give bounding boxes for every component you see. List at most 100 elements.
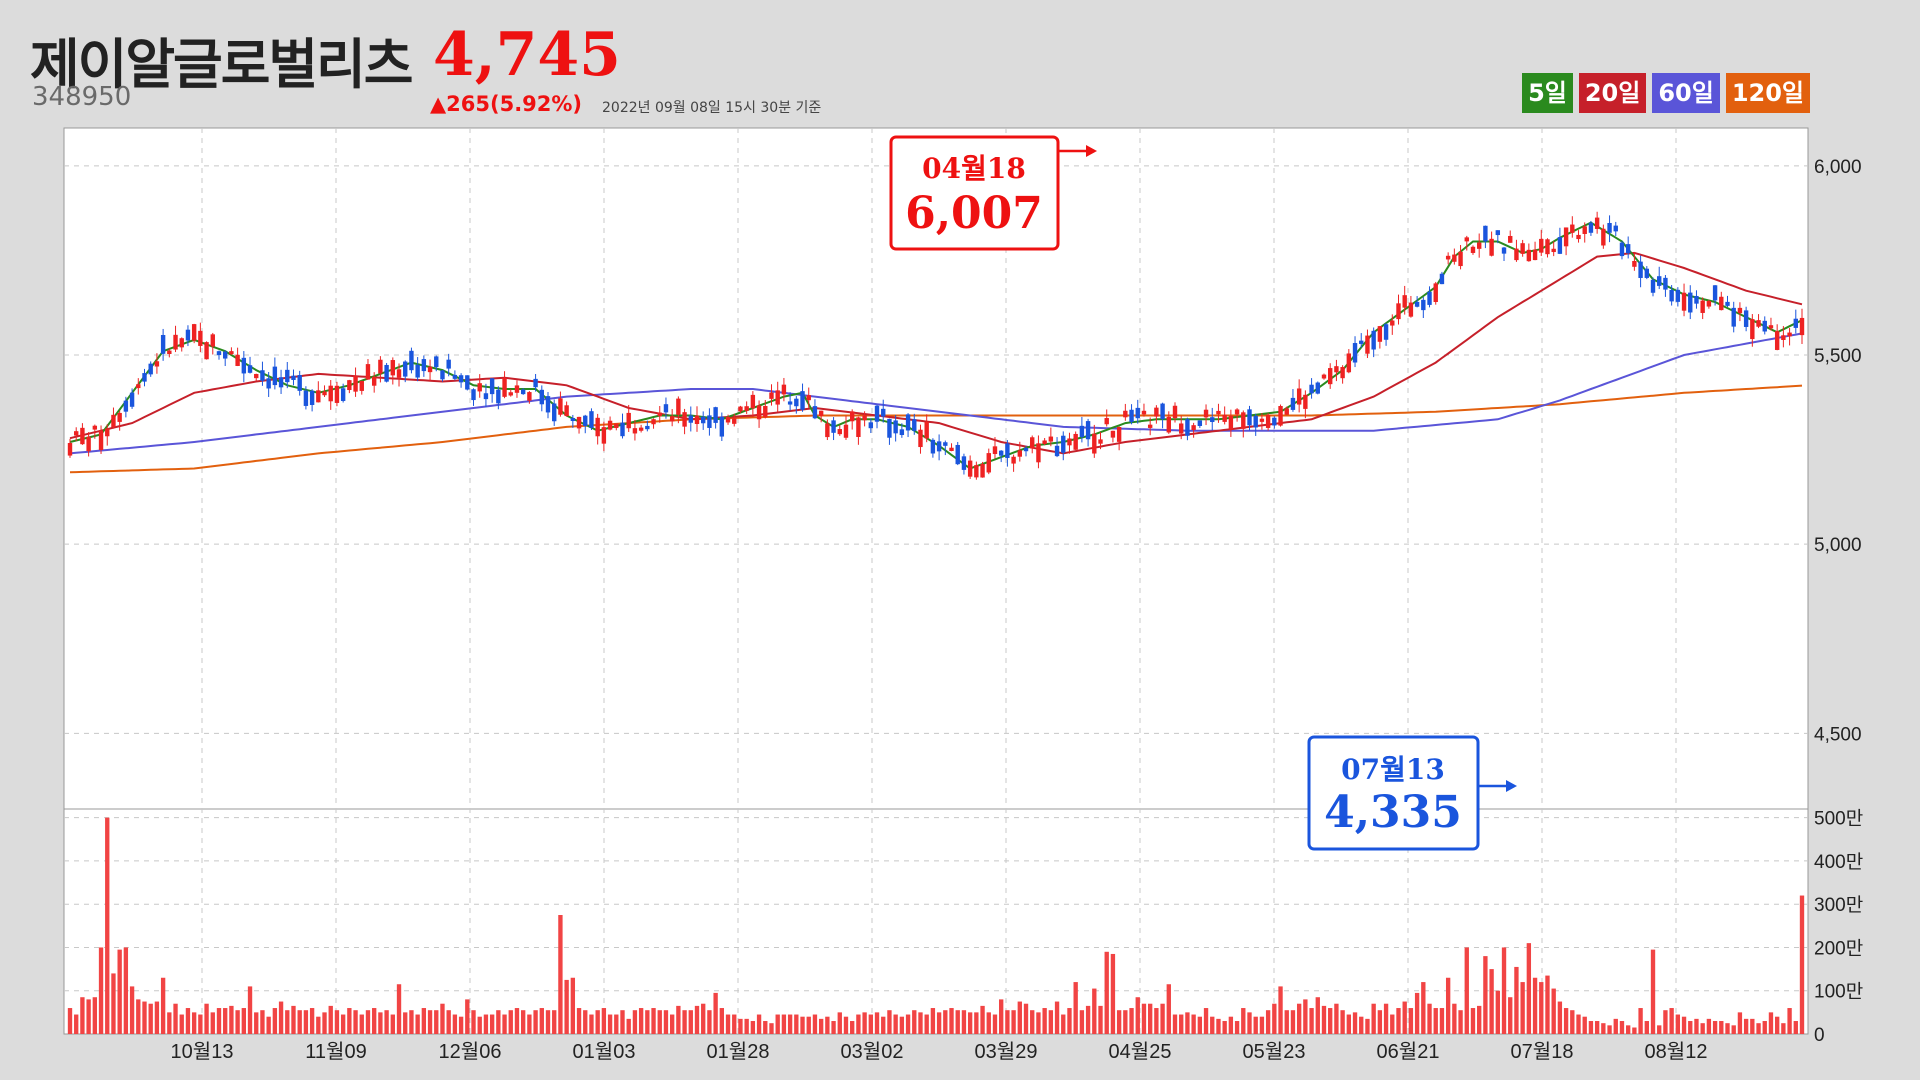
volume-bar bbox=[1160, 1003, 1165, 1034]
candle-body bbox=[682, 412, 687, 427]
volume-bar bbox=[1191, 1014, 1196, 1034]
candle-body bbox=[1731, 307, 1736, 327]
candle-body bbox=[1688, 292, 1693, 313]
candle-body bbox=[794, 398, 799, 407]
volume-bar bbox=[452, 1014, 458, 1034]
volume-bar bbox=[663, 1010, 669, 1034]
candle-body bbox=[1365, 335, 1370, 354]
candle-body bbox=[663, 404, 669, 413]
candle-body bbox=[285, 369, 290, 383]
candle-body bbox=[1663, 277, 1668, 290]
candle-body bbox=[371, 376, 377, 386]
volume-bar bbox=[1210, 1016, 1215, 1034]
candle-body bbox=[1781, 335, 1786, 340]
candle-body bbox=[1116, 426, 1122, 442]
volume-bar bbox=[725, 1014, 731, 1034]
candle-body bbox=[967, 460, 973, 477]
volume-bar bbox=[1799, 895, 1805, 1034]
ma-120-chip[interactable]: 120일 bbox=[1725, 73, 1810, 113]
candle-body bbox=[1508, 235, 1513, 243]
candle-body bbox=[1147, 424, 1153, 428]
volume-bar bbox=[1321, 1005, 1327, 1034]
volume-bar bbox=[514, 1008, 520, 1034]
ma-5-chip[interactable]: 5일 bbox=[1522, 73, 1573, 113]
volume-bar bbox=[1315, 997, 1320, 1034]
price-tick-label: 5,000 bbox=[1814, 535, 1862, 556]
candle-body bbox=[117, 412, 122, 422]
candle-body bbox=[763, 406, 768, 418]
volume-bar bbox=[1644, 1021, 1649, 1034]
volume-bar bbox=[477, 1016, 482, 1034]
volume-bar bbox=[545, 1010, 551, 1034]
volume-bar bbox=[1259, 1016, 1265, 1034]
candle-body bbox=[775, 390, 780, 405]
candle-body bbox=[694, 415, 700, 424]
volume-bar bbox=[1470, 1008, 1476, 1034]
candle-body bbox=[738, 406, 743, 412]
candle-body bbox=[1644, 268, 1650, 278]
candle-body bbox=[1675, 289, 1681, 302]
candle-body bbox=[868, 422, 874, 429]
low-annotation-box bbox=[1307, 735, 1480, 851]
volume-bar bbox=[763, 1021, 768, 1034]
price-tick-label: 5,500 bbox=[1814, 346, 1862, 367]
candle-body bbox=[701, 416, 706, 424]
candle-body bbox=[1352, 343, 1358, 363]
x-tick-label: 08월12 bbox=[1645, 1040, 1708, 1063]
volume-bar bbox=[732, 1014, 737, 1034]
volume-bar bbox=[111, 973, 116, 1034]
volume-bar bbox=[595, 1010, 600, 1034]
candle-body bbox=[856, 417, 861, 437]
volume-bar bbox=[893, 1014, 898, 1034]
candle-body bbox=[247, 365, 253, 373]
volume-bar bbox=[1570, 1010, 1575, 1034]
price-tick-label: 4,500 bbox=[1814, 724, 1862, 745]
candle-body bbox=[1296, 388, 1302, 405]
candle-body bbox=[980, 463, 985, 478]
volume-bar bbox=[676, 1005, 681, 1034]
candle-body bbox=[1532, 249, 1538, 261]
candle-body bbox=[198, 330, 203, 346]
candle-body bbox=[564, 405, 569, 417]
candle-body bbox=[1017, 450, 1023, 457]
volume-bar bbox=[1731, 1025, 1736, 1034]
candle-body bbox=[1203, 409, 1209, 418]
candle-body bbox=[1098, 439, 1103, 444]
candle-body bbox=[1272, 417, 1277, 426]
candle-body bbox=[160, 334, 166, 354]
ma-20-chip[interactable]: 20일 bbox=[1578, 73, 1647, 113]
volume-bar bbox=[409, 1010, 414, 1034]
volume-bar bbox=[1073, 982, 1078, 1034]
volume-bar bbox=[1383, 1003, 1389, 1034]
candle-body bbox=[725, 416, 731, 423]
candle-body bbox=[191, 324, 197, 341]
candle-body bbox=[552, 403, 557, 422]
volume-bar bbox=[1551, 988, 1556, 1034]
ma-60-chip[interactable]: 60일 bbox=[1652, 73, 1720, 113]
volume-bar bbox=[651, 1008, 656, 1034]
candle-body bbox=[222, 351, 228, 359]
volume-bar bbox=[1377, 1010, 1383, 1034]
volume-bar bbox=[390, 1014, 395, 1034]
volume-bar bbox=[1296, 1003, 1302, 1034]
candle-body bbox=[278, 377, 284, 388]
volume-bar bbox=[1359, 1016, 1364, 1034]
volume-bar bbox=[669, 1014, 675, 1034]
candle-body bbox=[527, 392, 532, 401]
candle-body bbox=[1123, 410, 1128, 418]
candle-body bbox=[1768, 325, 1774, 329]
candle-body bbox=[1712, 285, 1718, 301]
volume-bar bbox=[1613, 1018, 1618, 1034]
volume-bar bbox=[440, 1003, 445, 1034]
volume-bar bbox=[1061, 1014, 1066, 1034]
volume-bar bbox=[1408, 1008, 1414, 1034]
volume-bar bbox=[1545, 975, 1550, 1034]
candle-body bbox=[1377, 326, 1383, 342]
candle-body bbox=[899, 429, 905, 436]
volume-bar bbox=[521, 1010, 526, 1034]
x-tick-label: 11월09 bbox=[305, 1040, 366, 1063]
candle-body bbox=[254, 373, 259, 379]
candle-body bbox=[533, 378, 538, 388]
volume-bar bbox=[986, 1012, 991, 1034]
candle-body bbox=[303, 390, 309, 406]
